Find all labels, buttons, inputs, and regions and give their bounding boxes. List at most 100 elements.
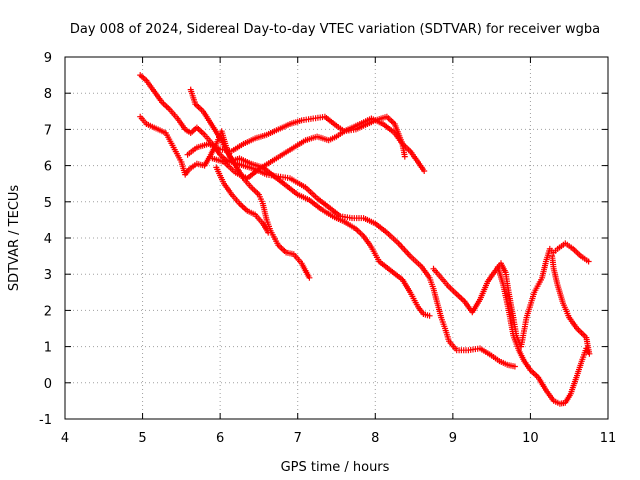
data-layer [137,72,593,407]
data-point [529,369,532,371]
data-point [211,125,213,127]
data-point [386,116,388,118]
y-tick-label: 8 [44,87,52,102]
data-point [428,315,431,317]
data-point [219,137,221,140]
y-tick-label: 5 [44,196,52,211]
data-point [394,132,396,134]
x-tick-label: 11 [600,431,617,446]
y-tick-label: 9 [44,51,52,66]
data-point [285,184,287,187]
data-point [250,186,252,188]
data-point [401,279,404,281]
data-point [549,248,551,250]
data-point [576,327,578,330]
data-point [541,277,543,279]
series-track-4 [184,113,428,174]
data-point [471,311,473,313]
data-point [585,347,587,350]
track-markers-1 [137,72,433,319]
data-point [328,139,330,141]
data-point [312,117,314,120]
data-point [215,143,217,145]
data-point [588,260,590,263]
data-point [242,165,245,167]
data-point [281,154,283,156]
data-point [467,349,469,351]
data-point [254,213,256,216]
data-point [417,306,419,308]
data-point [444,327,446,330]
data-point [505,271,507,273]
data-point [269,161,272,163]
x-tick-labels: 4 5 6 7 8 9 10 11 [61,431,616,446]
data-point [308,199,310,201]
data-point [139,116,141,118]
data-point [559,403,561,405]
data-point [585,336,587,339]
data-point [502,284,504,286]
data-point [556,284,559,286]
y-tick-labels: -1 0 1 2 3 4 5 6 7 8 9 [39,51,52,428]
data-point [316,197,318,199]
data-point [293,253,295,255]
x-tick-label: 9 [449,431,457,446]
data-point [289,123,291,125]
data-point [366,123,369,125]
x-axis-label: GPS time / hours [281,460,390,475]
data-point [500,262,502,264]
data-point [506,364,508,366]
data-point [432,288,435,290]
data-point [188,168,190,170]
data-point [409,291,411,293]
data-point [370,246,373,248]
y-tick-label: 1 [44,341,52,356]
data-point [246,210,248,212]
data-point [304,186,307,188]
data-point [428,277,431,279]
data-point [374,119,376,121]
y-tick-label: 0 [44,377,52,392]
data-point [572,248,574,250]
data-point [269,230,272,232]
data-point [448,286,450,288]
data-point [390,269,392,272]
data-point [332,215,334,217]
data-point [448,340,450,342]
data-point [508,309,510,311]
data-point [378,260,380,263]
y-tick-label: 3 [44,268,52,283]
data-point [204,165,206,167]
data-point [456,349,458,351]
data-point [335,125,338,127]
series-track-8 [494,253,593,407]
data-point [204,134,206,136]
data-point [169,108,171,111]
track-markers-2 [137,113,518,370]
data-point [184,128,186,130]
data-point [545,389,547,391]
data-point [494,269,497,272]
data-point [190,88,192,91]
data-point [207,143,210,145]
data-point [335,136,338,138]
series-track-5 [209,113,408,182]
data-point [386,231,388,234]
data-point [184,174,186,176]
data-point [219,148,221,150]
data-point [267,231,269,234]
data-point [487,280,489,283]
data-point [180,161,182,163]
data-point [304,139,307,141]
data-point [238,157,241,159]
data-point [266,134,268,136]
data-point [580,255,582,257]
x-tick-label: 6 [216,431,224,446]
data-point [498,360,500,362]
data-point [190,132,192,134]
x-tick-label: 7 [294,431,302,446]
data-point [551,255,553,257]
data-point [409,150,411,152]
data-point [215,166,217,169]
